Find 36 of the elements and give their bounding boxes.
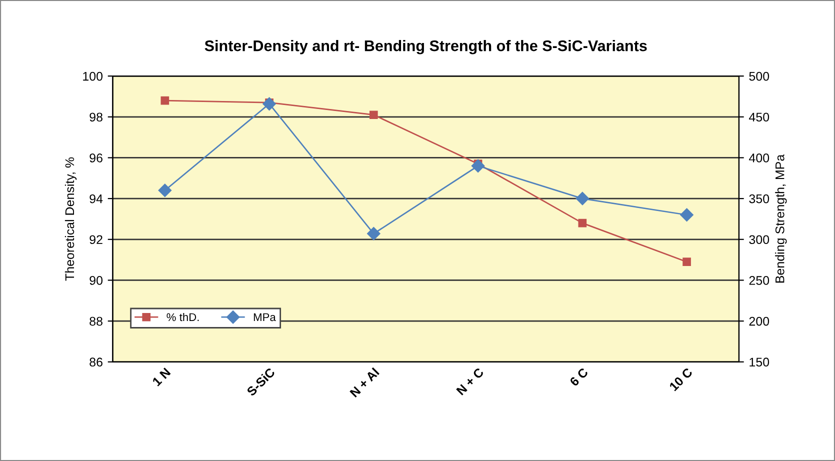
x-tick-label: 1 N <box>152 368 171 386</box>
point <box>367 227 380 240</box>
legend-label: MPa <box>254 313 276 322</box>
y2-tick-label: 250 <box>749 276 770 285</box>
y2-tick-label: 500 <box>749 72 770 81</box>
x-tick-label: N + Al <box>349 367 380 398</box>
point <box>158 184 172 197</box>
point <box>680 208 694 222</box>
point <box>369 110 378 120</box>
y2-tick-label: 150 <box>750 358 770 367</box>
x-tick-label: 10 C <box>668 367 694 392</box>
y-tick-label: 94 <box>90 194 103 204</box>
y-tick-label: 100 <box>83 72 103 81</box>
y-tick-label: 92 <box>90 235 102 244</box>
y2-axis-title: Bending Strength, MPa <box>775 154 787 283</box>
y-tick-label: 96 <box>90 154 102 162</box>
y-tick-label: 86 <box>90 358 102 367</box>
y2-tick-label: 200 <box>749 316 770 326</box>
point <box>576 192 589 206</box>
point <box>682 258 691 266</box>
y2-tick-label: 400 <box>748 154 770 162</box>
y2-tick-label: 350 <box>749 194 770 204</box>
chart-title: Sinter-Density and rt- Bending Strength of the S-SiC-Variants <box>204 40 647 54</box>
y-axis-title: Theoretical Density, % <box>64 157 77 281</box>
y-tick-label: 88 <box>90 316 102 326</box>
point <box>160 96 170 105</box>
y2-tick-label: 300 <box>749 235 770 244</box>
point <box>262 97 276 110</box>
point <box>471 159 485 172</box>
x-tick-label: 6 C <box>569 367 589 387</box>
y2-tick-label: 450 <box>748 112 770 122</box>
point <box>578 218 587 228</box>
legend-label: % thD. <box>166 312 199 322</box>
x-tick-label: N + C <box>456 367 484 396</box>
y-tick-label: 98 <box>90 112 102 122</box>
y-tick-label: 90 <box>90 276 103 285</box>
